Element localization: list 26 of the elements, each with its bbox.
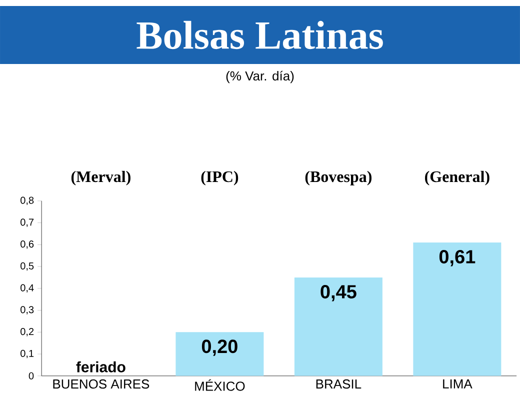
y-tick-label: 0,6 [20, 240, 34, 249]
y-tick-label: 0,5 [20, 262, 34, 271]
y-tick-label: 0,7 [20, 218, 34, 227]
bar [413, 242, 502, 376]
chart-title: Bolsas Latinas [136, 20, 383, 49]
x-tick-label: LIMA [443, 379, 472, 388]
data-label: 0,61 [439, 250, 476, 266]
y-tick-label: 0,4 [20, 284, 34, 292]
y-tick-label: 0,1 [20, 350, 34, 358]
text: feriado [76, 361, 126, 372]
y-tick-label: 0 [28, 372, 34, 380]
bar [294, 277, 382, 376]
y-tick-label: 0,3 [20, 306, 34, 314]
data-label: 0,45 [320, 284, 356, 302]
text: (IPC) [201, 170, 238, 186]
x-tick-label: BUENOS AIRES [53, 379, 150, 389]
y-tick-label: 0,2 [20, 328, 34, 336]
text: (General) [425, 170, 490, 186]
x-tick-label: MÉXICO [195, 379, 245, 391]
chart-subtitle: (% Var. día) [226, 70, 294, 84]
text: (Bovespa) [305, 170, 372, 186]
x-tick-label: BRASIL [316, 379, 362, 389]
data-label: 0,20 [202, 340, 238, 356]
bar [176, 332, 264, 376]
y-tick-label: 0,8 [20, 196, 34, 205]
text: (Merval) [71, 170, 130, 186]
